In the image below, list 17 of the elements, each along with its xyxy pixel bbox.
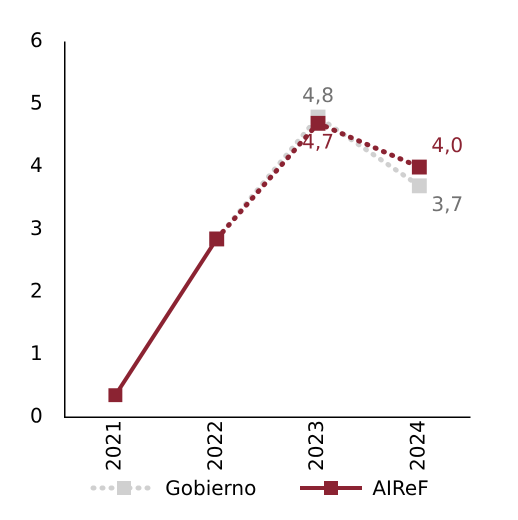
data-label: 4,8 (302, 83, 334, 108)
x-tick-label: 2021 (102, 420, 126, 472)
y-tick-label: 1 (30, 340, 43, 365)
x-tick-label: 2023 (304, 420, 328, 472)
legend-label: AIReF (372, 476, 429, 500)
data-label: 3,7 (431, 192, 464, 216)
legend-label: Gobierno (165, 476, 256, 500)
y-tick-label: 6 (30, 28, 43, 52)
y-tick-label: 3 (30, 216, 43, 240)
y-tick-label: 2 (30, 278, 43, 302)
x-tick-label: 2024 (406, 420, 430, 472)
y-tick-label: 0 (30, 403, 43, 428)
y-tick-label: 5 (30, 90, 43, 115)
x-tick-label: 2022 (202, 420, 227, 472)
y-tick-label: 4 (30, 153, 43, 178)
data-label: 4,0 (431, 133, 464, 158)
data-label: 4,7 (302, 129, 334, 154)
